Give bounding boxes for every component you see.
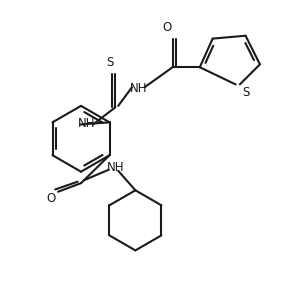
Text: O: O bbox=[46, 192, 55, 205]
Text: O: O bbox=[162, 21, 172, 34]
Text: NH: NH bbox=[78, 116, 95, 129]
Text: NH: NH bbox=[107, 161, 124, 174]
Text: NH: NH bbox=[129, 82, 147, 95]
Text: S: S bbox=[242, 86, 249, 99]
Text: S: S bbox=[106, 56, 113, 69]
